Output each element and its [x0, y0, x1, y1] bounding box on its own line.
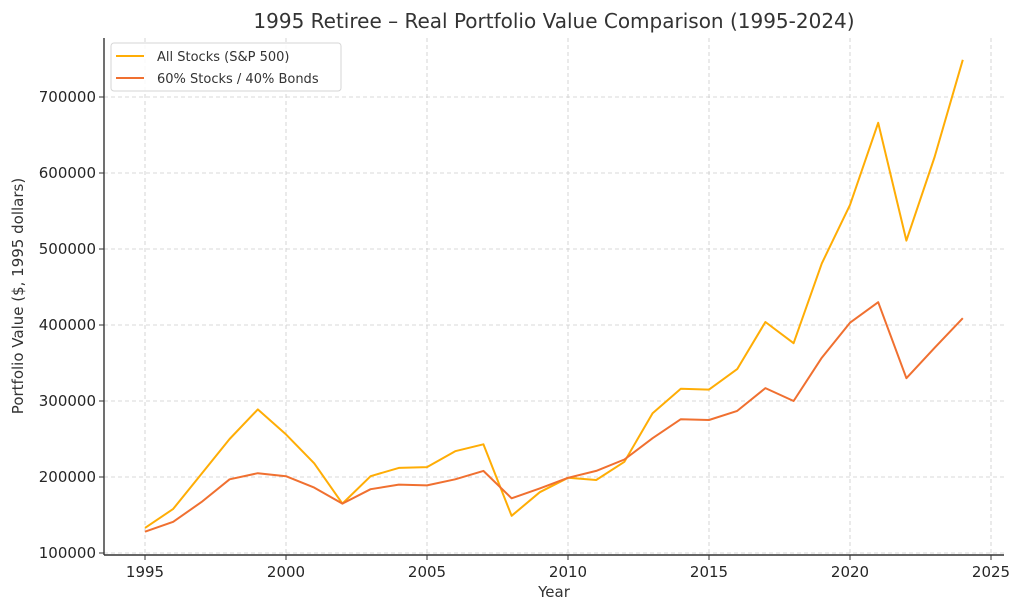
- series-lines: [144, 59, 964, 533]
- y-tick-label: 600000: [39, 164, 96, 182]
- axes: [103, 38, 1004, 556]
- x-tick-label: 2010: [549, 563, 587, 581]
- x-axis-label: Year: [537, 583, 571, 601]
- legend-label-all-stocks: All Stocks (S&P 500): [157, 50, 289, 65]
- y-tick-label: 700000: [39, 88, 96, 106]
- y-tick-label: 200000: [39, 468, 96, 486]
- y-ticks: 100000 200000 300000 400000 500000 600000 7000…: [39, 88, 104, 562]
- y-tick-label: 500000: [39, 240, 96, 258]
- grid-lines: [104, 38, 1004, 555]
- series-line-all-stocks: [144, 59, 964, 529]
- y-axis-label: Portfolio Value ($, 1995 dollars): [9, 178, 27, 414]
- x-tick-label: 2005: [408, 563, 446, 581]
- x-tick-label: 2015: [690, 563, 728, 581]
- x-tick-label: 1995: [126, 563, 164, 581]
- x-ticks: 1995 2000 2005 2010 2015 2020 2025: [126, 555, 1010, 581]
- x-tick-label: 2000: [267, 563, 305, 581]
- series-line-60-40-portfolio: [144, 301, 964, 533]
- y-tick-label: 300000: [39, 392, 96, 410]
- legend-label-60-40: 60% Stocks / 40% Bonds: [157, 72, 319, 87]
- legend: All Stocks (S&P 500) 60% Stocks / 40% Bo…: [110, 42, 342, 92]
- x-tick-label: 2020: [831, 563, 869, 581]
- y-tick-label: 100000: [39, 544, 96, 562]
- x-tick-label: 2025: [972, 563, 1010, 581]
- chart-title: 1995 Retiree – Real Portfolio Value Comp…: [253, 9, 854, 33]
- y-tick-label: 400000: [39, 316, 96, 334]
- legend-box: [110, 42, 342, 92]
